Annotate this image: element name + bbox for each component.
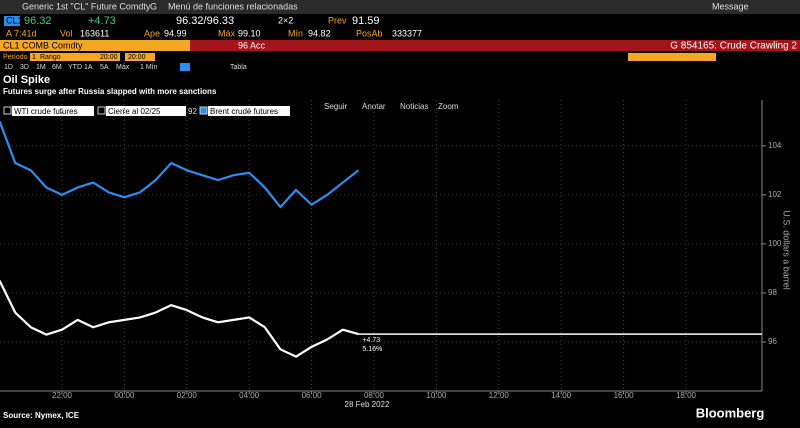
- acc[interactable]: 96 Acc: [238, 40, 266, 50]
- ticker-box: [4, 16, 20, 26]
- annotation: 5.16%: [362, 346, 382, 353]
- range-button[interactable]: Máx: [116, 64, 130, 71]
- legend-field: [12, 106, 94, 116]
- low: 94.82: [308, 28, 331, 38]
- vol: 163611: [80, 28, 109, 38]
- y-tick-label: 102: [768, 190, 782, 199]
- security-field-text: CL1 COMB Comdty: [3, 40, 83, 50]
- legend-close-label: Cierre al 02/25: [108, 107, 161, 116]
- period-label: Período: [3, 54, 28, 61]
- x-tick-label: 14:00: [551, 391, 572, 400]
- legend-field: [106, 106, 186, 116]
- table[interactable]: Tabla: [230, 64, 247, 71]
- range-button[interactable]: YTD: [68, 64, 82, 71]
- y-axis-label: U.S. dollars a barrel: [782, 210, 792, 290]
- x-tick-label: 16:00: [614, 391, 635, 400]
- legend-label: Brent crude futures: [210, 107, 278, 116]
- size: 2×2: [278, 15, 293, 25]
- legend-checkbox[interactable]: [97, 106, 106, 115]
- tool-button[interactable]: Zoom: [438, 102, 459, 111]
- prev-label: Prev: [328, 15, 347, 25]
- series-line: [0, 120, 360, 209]
- chart-icon[interactable]: [180, 63, 190, 71]
- legend-checkbox[interactable]: [199, 106, 208, 115]
- red-bar: [0, 40, 800, 51]
- chart-subtitle: Futures surge after Russia slapped with …: [3, 87, 217, 96]
- message[interactable]: Message: [712, 1, 749, 11]
- x-tick-label: 18:00: [676, 391, 697, 400]
- y-tick-label: 100: [768, 239, 782, 248]
- x-tick-label: 22:00: [52, 391, 73, 400]
- low-label: Mín: [288, 28, 303, 38]
- high-label: Máx: [218, 28, 236, 38]
- legend-label: WTI crude futures: [14, 107, 78, 116]
- period-value: 1: [32, 54, 36, 61]
- security[interactable]: Generic 1st "CL" Future Comdty: [22, 1, 151, 11]
- period-field[interactable]: [30, 53, 120, 61]
- legend-checkbox[interactable]: [3, 106, 12, 115]
- bid-ask: 96.32/96.33: [176, 15, 234, 27]
- high: 99.10: [238, 28, 261, 38]
- page-title: G 854165: Crude Crawling 2: [670, 41, 797, 52]
- range-label: Rango: [40, 54, 61, 61]
- tool-button[interactable]: Noticias: [400, 102, 428, 111]
- right-field[interactable]: [628, 53, 716, 61]
- frequency[interactable]: 1 Mín: [140, 64, 158, 71]
- x-tick-label: 00:00: [114, 391, 135, 400]
- last: 96.32: [24, 15, 52, 27]
- range-button[interactable]: 6M: [52, 64, 62, 71]
- range-button[interactable]: 5A: [100, 64, 109, 71]
- oi: 333377: [392, 28, 422, 38]
- range-button[interactable]: 1A: [84, 64, 93, 71]
- legend-field: [208, 106, 290, 116]
- y-tick-label: 98: [768, 288, 777, 297]
- x-tick-label: 06:00: [302, 391, 323, 400]
- brand: Bloomberg: [696, 405, 765, 420]
- range-field[interactable]: [125, 53, 155, 61]
- chart-title: Oil Spike: [3, 74, 50, 86]
- legend-close-value: 92: [188, 107, 197, 116]
- range-button[interactable]: 3D: [20, 64, 29, 71]
- open: 94.99: [164, 28, 187, 38]
- vol-label: Vol: [60, 28, 73, 38]
- time: A 7:41d: [6, 28, 37, 38]
- oi-label: PosAb: [356, 28, 383, 38]
- x-tick-label: 08:00: [364, 391, 385, 400]
- x-tick-label: 10:00: [426, 391, 447, 400]
- x-tick-label: 04:00: [239, 391, 260, 400]
- security-field[interactable]: [0, 40, 190, 51]
- ticker: CL1: [6, 15, 23, 25]
- menu[interactable]: Menú de funciones relacionadas: [168, 1, 298, 11]
- range-to: 20:00: [128, 54, 146, 61]
- range-from: 20:00: [100, 54, 118, 61]
- top-bar: [0, 0, 800, 14]
- y-tick-label: 104: [768, 141, 782, 150]
- x-note: 28 Feb 2022: [345, 400, 390, 409]
- annotation: +4.73: [362, 337, 380, 344]
- tool-button[interactable]: Anotar: [362, 102, 386, 111]
- series-line: [0, 280, 359, 358]
- g-button[interactable]: G: [150, 1, 157, 11]
- change: +4.73: [88, 15, 116, 27]
- prev: 91.59: [352, 15, 380, 27]
- tool-button[interactable]: Seguir: [324, 102, 347, 111]
- source: Source: Nymex, ICE: [3, 411, 80, 420]
- x-tick-label: 02:00: [177, 391, 198, 400]
- y-tick-label: 96: [768, 337, 777, 346]
- open-label: Ape: [144, 28, 160, 38]
- x-tick-label: 12:00: [489, 391, 510, 400]
- range-button[interactable]: 1D: [4, 64, 13, 71]
- range-button[interactable]: 1M: [36, 64, 46, 71]
